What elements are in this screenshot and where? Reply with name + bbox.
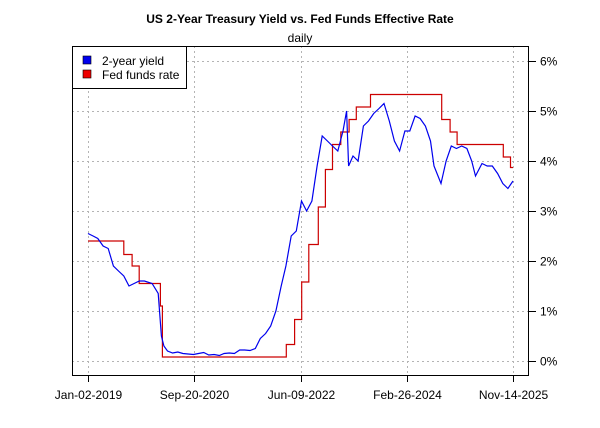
legend: 2-year yield Fed funds rate — [72, 46, 187, 89]
series-line-2-year-yield — [87, 102, 514, 357]
legend-label-fed: Fed funds rate — [102, 68, 180, 82]
x-tick-label: Feb-26-2024 — [373, 388, 442, 402]
legend-swatch-fed — [82, 69, 92, 79]
chart-subtitle: daily — [288, 31, 313, 45]
x-tick-label: Jun-09-2022 — [268, 388, 336, 402]
y-tick-label: 3% — [540, 205, 558, 219]
legend-label-yield: 2-year yield — [102, 54, 164, 68]
y-tick-label: 4% — [540, 155, 558, 169]
series-line-fed-funds-rate — [88, 93, 513, 358]
series-group — [87, 93, 514, 358]
x-tick-label: Nov-14-2025 — [479, 388, 549, 402]
x-tick-label: Jan-02-2019 — [55, 388, 123, 402]
y-tick-label: 2% — [540, 255, 558, 269]
y-tick-label: 6% — [540, 55, 558, 69]
y-axis: 0% 1% 2% 3% 4% 5% 6% — [528, 55, 558, 369]
x-tick-label: Sep-20-2020 — [160, 388, 230, 402]
x-axis: Jan-02-2019 Sep-20-2020 Jun-09-2022 Feb-26-… — [55, 375, 549, 402]
plot-frame — [72, 46, 529, 376]
chart-title: US 2-Year Treasury Yield vs. Fed Funds E… — [146, 12, 454, 26]
y-tick-label: 0% — [540, 355, 558, 369]
legend-swatch-yield — [82, 55, 92, 65]
y-tick-label: 1% — [540, 305, 558, 319]
y-tick-label: 5% — [540, 105, 558, 119]
legend-box — [72, 46, 187, 89]
